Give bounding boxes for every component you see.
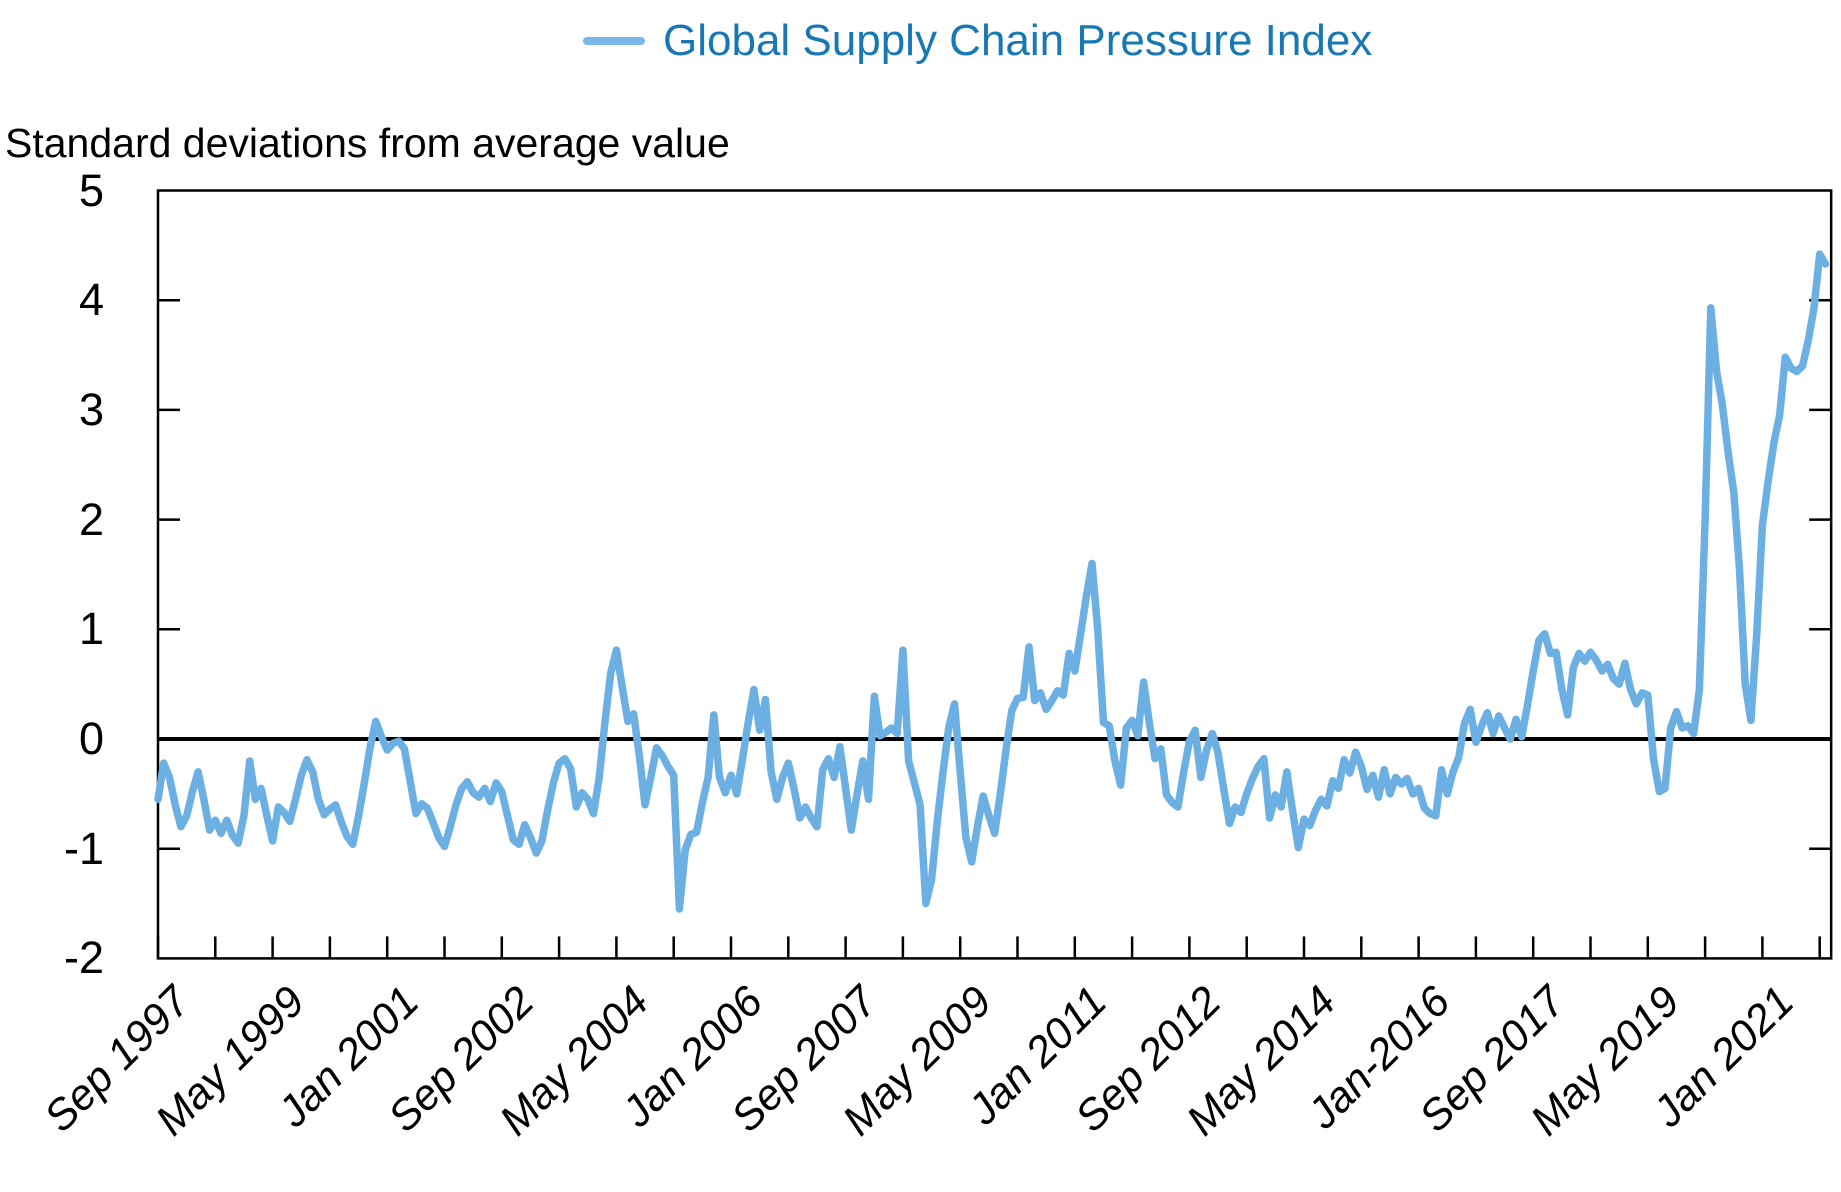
y-tick-label: -1: [63, 822, 104, 874]
gscpi-line: [154, 250, 1830, 913]
legend-label: Global Supply Chain Pressure Index: [663, 16, 1373, 65]
legend-line-swatch-icon: [583, 37, 645, 45]
y-tick-label: 5: [78, 164, 104, 216]
y-tick-label: 1: [78, 603, 104, 655]
y-tick-label: 2: [78, 493, 104, 545]
y-tick-label: 3: [78, 383, 104, 435]
plot-border: [156, 189, 1833, 960]
legend: Global Supply Chain Pressure Index: [583, 14, 1372, 68]
y-tick-label: 4: [78, 274, 104, 326]
y-tick-label: -2: [63, 932, 104, 984]
y-tick-label: 0: [78, 713, 104, 764]
page-title: Standard deviations from average value: [5, 120, 730, 166]
